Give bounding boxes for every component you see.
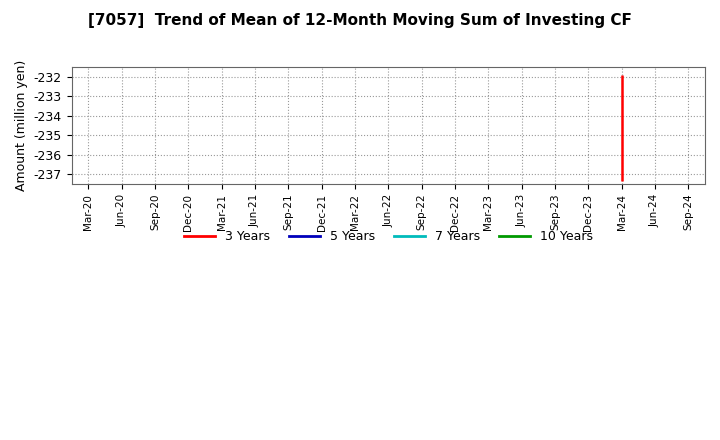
- Text: [7057]  Trend of Mean of 12-Month Moving Sum of Investing CF: [7057] Trend of Mean of 12-Month Moving …: [88, 13, 632, 28]
- Legend: 3 Years, 5 Years, 7 Years, 10 Years: 3 Years, 5 Years, 7 Years, 10 Years: [179, 225, 598, 248]
- Y-axis label: Amount (million yen): Amount (million yen): [15, 60, 28, 191]
